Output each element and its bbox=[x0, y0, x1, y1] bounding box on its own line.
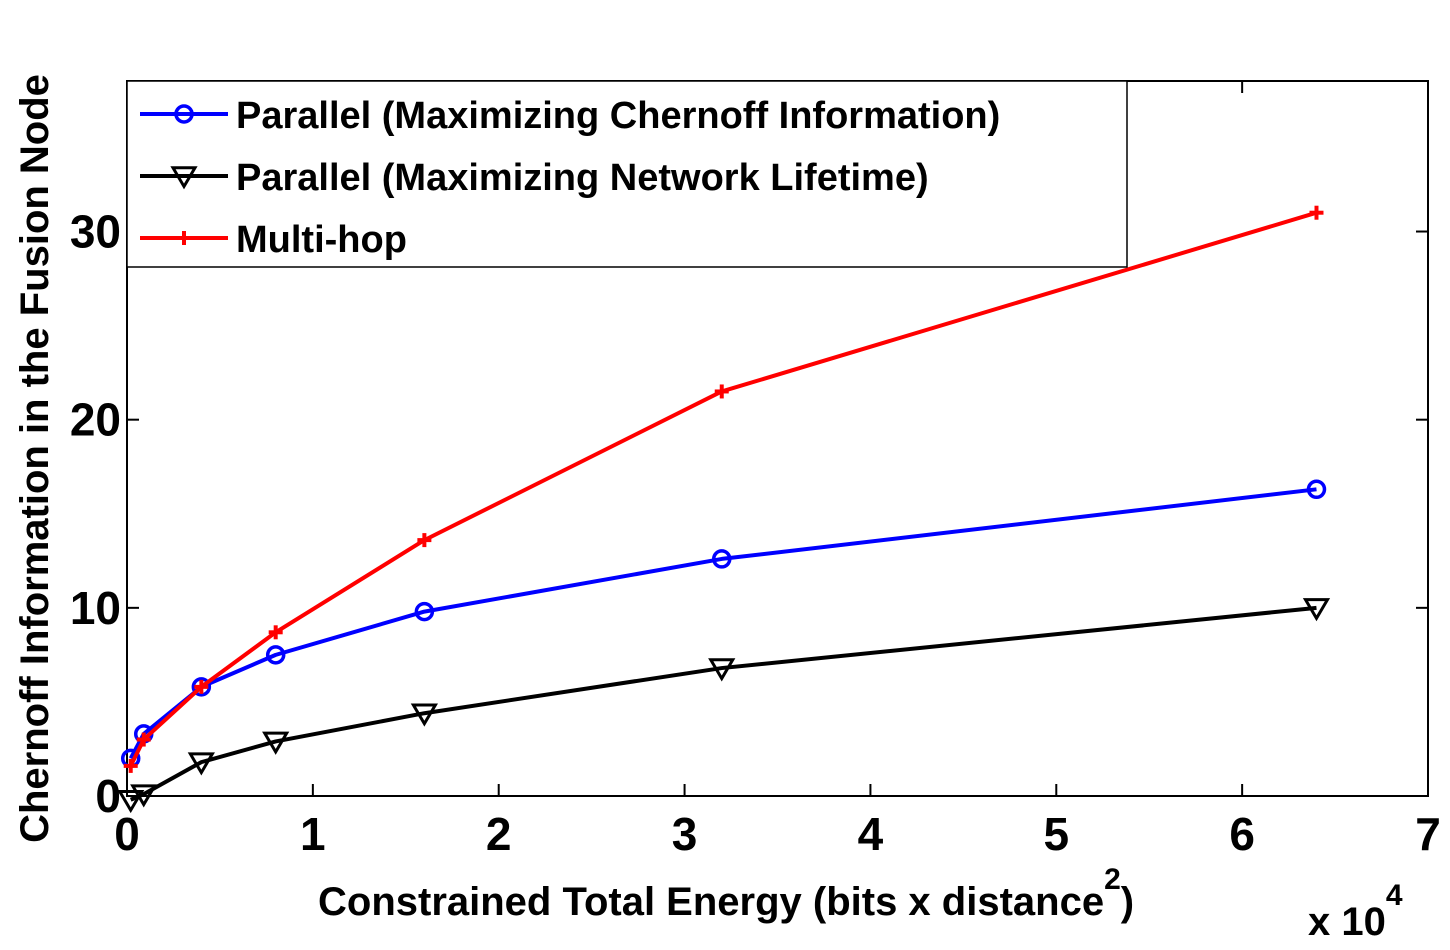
data-point bbox=[708, 658, 736, 682]
data-point bbox=[194, 679, 209, 694]
legend-label: Parallel (Maximizing Chernoff Informatio… bbox=[236, 95, 1000, 137]
legend-entry: Parallel (Maximizing Network Lifetime) bbox=[140, 157, 929, 199]
data-point bbox=[1302, 598, 1331, 622]
data-point bbox=[191, 677, 212, 697]
data-point bbox=[711, 549, 732, 569]
data-point bbox=[714, 384, 729, 399]
data-point bbox=[123, 758, 138, 773]
y-tick-label: 0 bbox=[95, 770, 121, 822]
legend-entry: Multi-hop bbox=[140, 219, 407, 261]
x-axis-multiplier-base: x 10 bbox=[1308, 900, 1386, 944]
y-axis: 0 10 20 30 bbox=[70, 206, 1428, 822]
x-tick-label: 3 bbox=[672, 808, 698, 860]
y-tick-label: 20 bbox=[70, 394, 121, 446]
data-point bbox=[268, 625, 283, 640]
data-point bbox=[136, 732, 151, 747]
x-axis-title: Constrained Total Energy (bits x distanc… bbox=[318, 863, 1134, 924]
data-point bbox=[1309, 205, 1324, 220]
series-layer bbox=[117, 205, 1331, 814]
legend-box bbox=[126, 80, 1128, 268]
legend-entry: Parallel (Maximizing Chernoff Informatio… bbox=[140, 95, 1000, 137]
x-tick-label: 5 bbox=[1043, 808, 1069, 860]
legend-label: Parallel (Maximizing Network Lifetime) bbox=[236, 157, 929, 199]
x-tick-label: 1 bbox=[300, 808, 326, 860]
x-axis-title-superscript: 2 bbox=[1104, 863, 1121, 896]
data-point bbox=[262, 731, 290, 755]
y-axis-title: Chernoff Information in the Fusion Node bbox=[13, 74, 57, 843]
legend-swatch-marker bbox=[177, 231, 191, 245]
x-tick-label: 7 bbox=[1415, 808, 1441, 860]
data-point bbox=[117, 790, 145, 814]
data-point bbox=[410, 703, 438, 727]
x-tick-label: 2 bbox=[486, 808, 512, 860]
legend-swatch-marker bbox=[174, 104, 194, 124]
x-axis-multiplier-exponent: 4 bbox=[1386, 879, 1403, 912]
y-tick-label: 10 bbox=[70, 582, 121, 634]
data-point bbox=[414, 601, 435, 622]
series-line bbox=[129, 605, 1317, 802]
data-point bbox=[1306, 479, 1327, 500]
x-tick-label: 0 bbox=[114, 808, 140, 860]
data-point bbox=[187, 752, 215, 776]
x-axis-title-main: Constrained Total Energy (bits x distanc… bbox=[318, 880, 1104, 924]
y-tick-label: 30 bbox=[70, 206, 121, 258]
x-axis-title-close: ) bbox=[1121, 880, 1134, 924]
series-3 bbox=[123, 205, 1324, 773]
series-2 bbox=[117, 598, 1331, 814]
data-point bbox=[265, 645, 286, 665]
data-point bbox=[417, 533, 432, 548]
legend-swatch-marker bbox=[170, 166, 198, 190]
x-tick-label: 4 bbox=[858, 808, 884, 860]
x-tick-label: 6 bbox=[1229, 808, 1255, 860]
x-axis: 0 1 2 3 4 5 6 7 bbox=[114, 81, 1441, 860]
legend: Parallel (Maximizing Chernoff Informatio… bbox=[126, 80, 1128, 268]
data-point bbox=[130, 784, 158, 808]
x-axis-multiplier: x 104 bbox=[1308, 879, 1403, 944]
legend-label: Multi-hop bbox=[236, 219, 407, 261]
